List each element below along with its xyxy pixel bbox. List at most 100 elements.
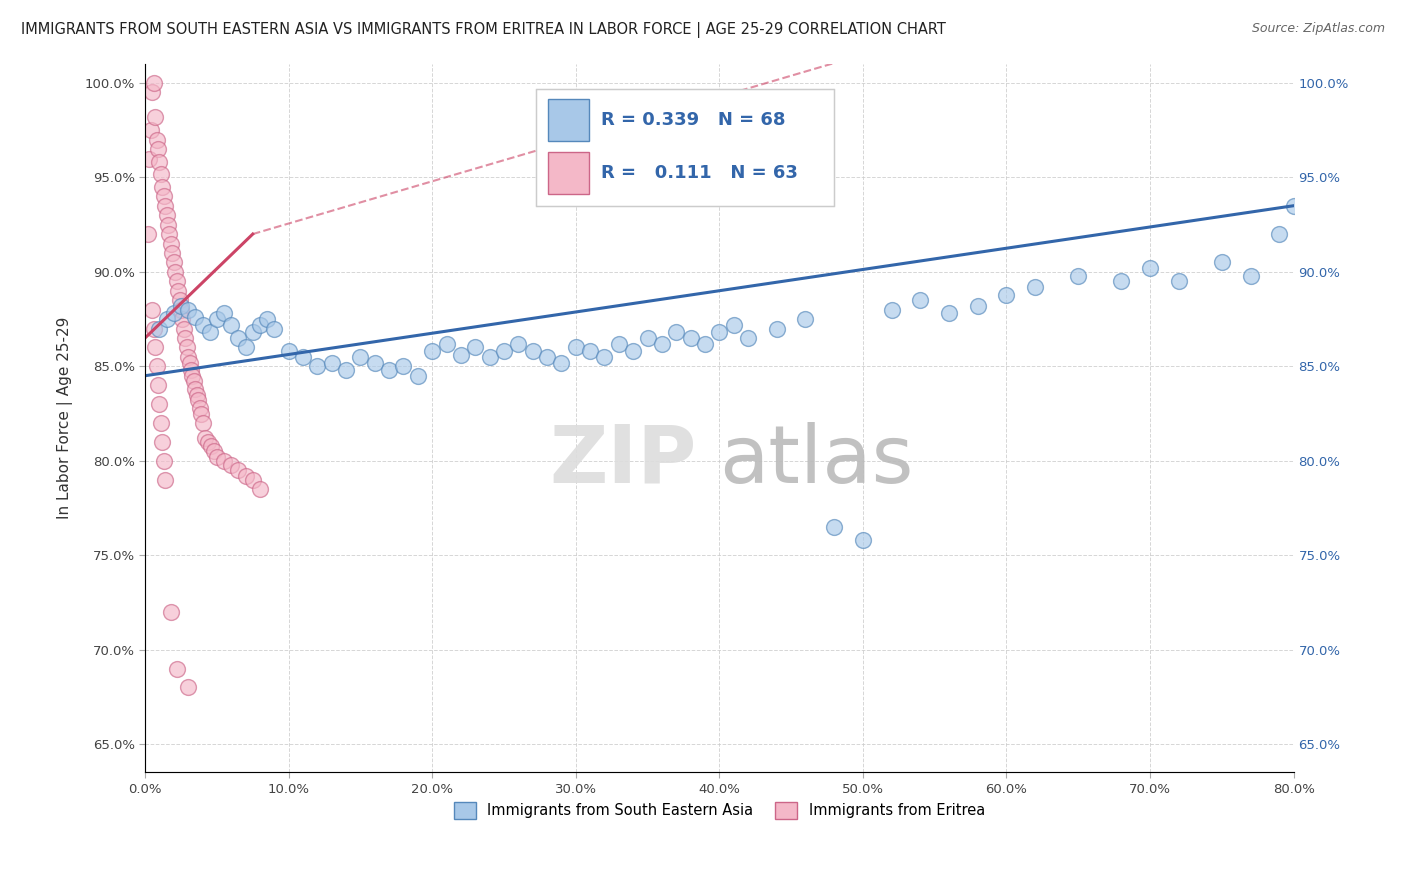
Point bbox=[436, 336, 458, 351]
Point bbox=[307, 359, 329, 374]
Point bbox=[910, 293, 932, 308]
Point bbox=[995, 287, 1018, 301]
Point bbox=[1139, 261, 1161, 276]
Point bbox=[823, 520, 845, 534]
Point bbox=[152, 454, 174, 468]
Point bbox=[249, 482, 271, 496]
Point bbox=[406, 368, 429, 383]
Point bbox=[737, 331, 759, 345]
Point bbox=[852, 533, 875, 547]
Point bbox=[1067, 268, 1090, 283]
Legend: Immigrants from South Eastern Asia, Immigrants from Eritrea: Immigrants from South Eastern Asia, Immi… bbox=[449, 796, 991, 825]
Point bbox=[349, 350, 371, 364]
Point bbox=[420, 344, 443, 359]
Point bbox=[256, 312, 278, 326]
Point bbox=[235, 468, 257, 483]
Point bbox=[146, 378, 169, 392]
Point bbox=[183, 375, 205, 389]
Point bbox=[723, 318, 745, 332]
Point bbox=[145, 133, 167, 147]
Point bbox=[637, 331, 659, 345]
Point bbox=[242, 473, 264, 487]
Point bbox=[167, 284, 190, 298]
Point bbox=[335, 363, 357, 377]
Point bbox=[321, 355, 343, 369]
Point bbox=[464, 340, 486, 354]
Point bbox=[212, 306, 235, 320]
Point bbox=[679, 331, 702, 345]
Point bbox=[219, 458, 242, 472]
Point bbox=[522, 344, 544, 359]
Y-axis label: In Labor Force | Age 25-29: In Labor Force | Age 25-29 bbox=[58, 317, 73, 519]
Point bbox=[153, 199, 176, 213]
Point bbox=[136, 227, 159, 241]
Point bbox=[450, 348, 472, 362]
Text: ZIP: ZIP bbox=[550, 422, 696, 500]
Point bbox=[186, 387, 208, 401]
Point bbox=[492, 344, 515, 359]
Point bbox=[165, 265, 187, 279]
Point bbox=[200, 439, 222, 453]
Point bbox=[166, 661, 188, 675]
Point bbox=[153, 473, 176, 487]
Point bbox=[536, 350, 558, 364]
Point bbox=[156, 208, 179, 222]
Point bbox=[593, 350, 616, 364]
Point bbox=[170, 302, 193, 317]
Point bbox=[187, 393, 209, 408]
Point bbox=[176, 340, 198, 354]
Point bbox=[242, 326, 264, 340]
Point bbox=[205, 312, 228, 326]
Point bbox=[152, 189, 174, 203]
Point bbox=[138, 152, 160, 166]
Point bbox=[1239, 268, 1261, 283]
Point bbox=[263, 321, 285, 335]
Point bbox=[145, 359, 167, 374]
Point bbox=[651, 336, 673, 351]
Point bbox=[148, 321, 170, 335]
Point bbox=[148, 155, 170, 169]
Point bbox=[159, 227, 181, 241]
Point bbox=[170, 299, 193, 313]
Point bbox=[1111, 274, 1133, 288]
Point bbox=[177, 302, 200, 317]
Point bbox=[181, 368, 204, 383]
Point bbox=[249, 318, 271, 332]
Point bbox=[228, 463, 250, 477]
Point bbox=[157, 218, 180, 232]
Point bbox=[190, 407, 212, 421]
Point bbox=[235, 340, 257, 354]
Text: IMMIGRANTS FROM SOUTH EASTERN ASIA VS IMMIGRANTS FROM ERITREA IN LABOR FORCE | A: IMMIGRANTS FROM SOUTH EASTERN ASIA VS IM… bbox=[21, 22, 946, 38]
Point bbox=[665, 326, 688, 340]
Point bbox=[880, 302, 903, 317]
Point bbox=[172, 312, 194, 326]
Text: Source: ZipAtlas.com: Source: ZipAtlas.com bbox=[1251, 22, 1385, 36]
Point bbox=[607, 336, 630, 351]
Point bbox=[166, 274, 188, 288]
Point bbox=[191, 416, 214, 430]
Point bbox=[228, 331, 250, 345]
Point bbox=[197, 434, 219, 449]
Point bbox=[150, 179, 173, 194]
Point bbox=[142, 321, 165, 335]
Point bbox=[478, 350, 501, 364]
Point bbox=[194, 431, 217, 445]
Point bbox=[139, 123, 162, 137]
Point bbox=[169, 293, 191, 308]
Point bbox=[966, 299, 988, 313]
Point bbox=[163, 306, 186, 320]
Point bbox=[1167, 274, 1189, 288]
Point bbox=[160, 236, 183, 251]
Point bbox=[156, 312, 179, 326]
Point bbox=[277, 344, 299, 359]
Point bbox=[160, 605, 183, 619]
Point bbox=[550, 355, 572, 369]
Point bbox=[364, 355, 387, 369]
Point bbox=[508, 336, 530, 351]
Point bbox=[219, 318, 242, 332]
Text: atlas: atlas bbox=[720, 422, 914, 500]
Point bbox=[188, 401, 211, 415]
Point bbox=[143, 110, 166, 124]
Point bbox=[162, 246, 184, 260]
Point bbox=[149, 167, 172, 181]
